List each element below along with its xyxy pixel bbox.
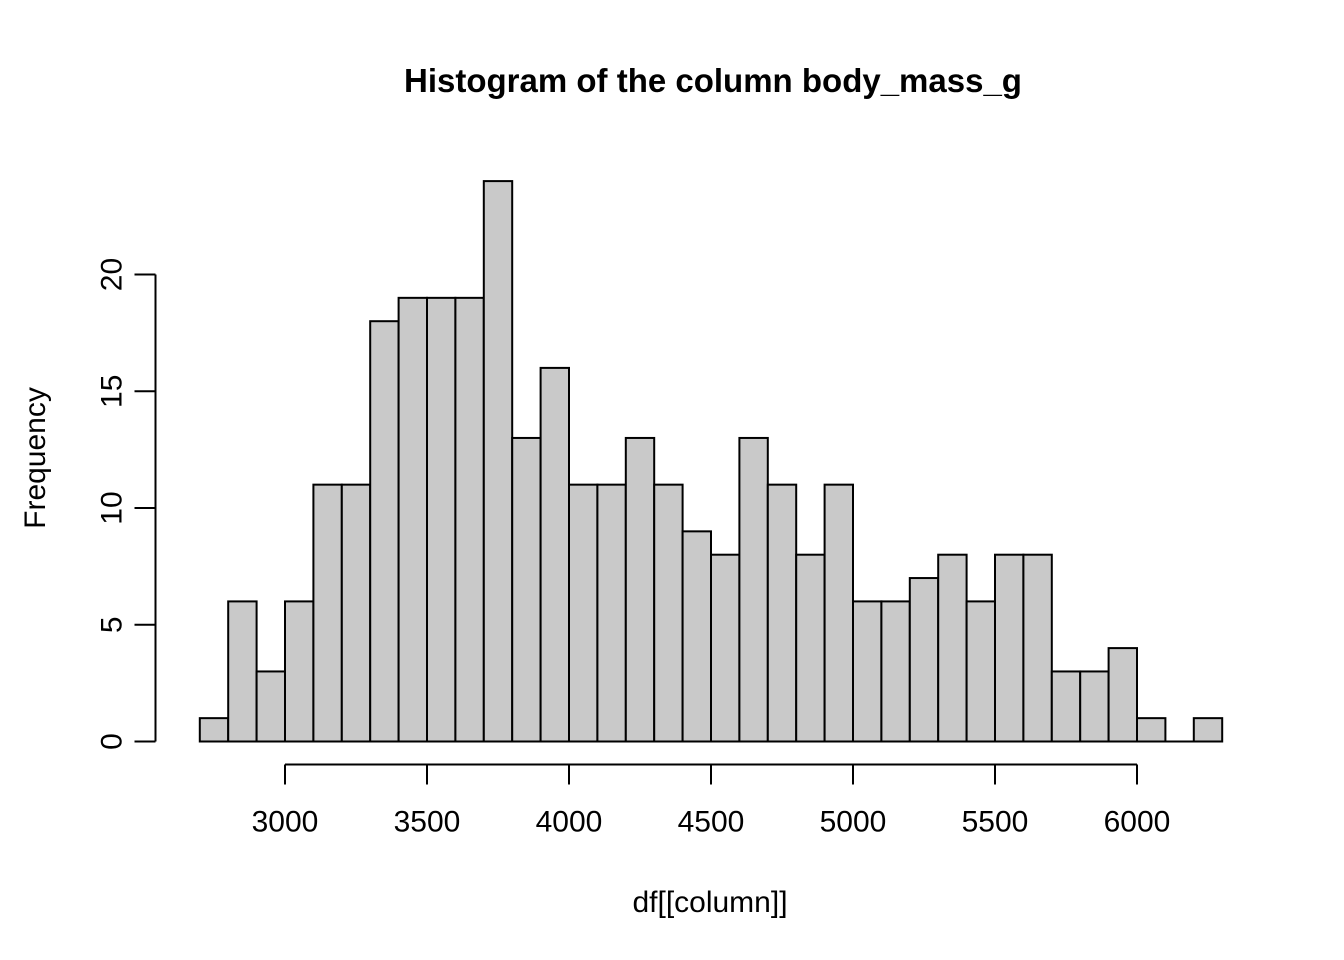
y-tick-label: 10 (96, 491, 129, 524)
y-tick-label: 0 (96, 733, 129, 750)
histogram-bar (1136, 717, 1167, 743)
histogram-bar (482, 180, 514, 743)
histogram-bar (852, 600, 883, 743)
histogram-bar (596, 483, 627, 743)
chart-title: Histogram of the column body_mass_g (404, 62, 1022, 99)
x-tick-label: 4500 (678, 806, 745, 839)
histogram-bar (766, 483, 798, 743)
y-tick-label: 5 (96, 616, 129, 633)
histogram-bar (369, 320, 400, 743)
histogram-bar (426, 296, 457, 743)
x-tick-label: 5000 (820, 806, 887, 839)
histogram-bar (284, 600, 315, 743)
histogram-bar (312, 483, 343, 743)
x-tick-label: 4000 (536, 806, 603, 839)
x-tick-label: 5500 (962, 806, 1029, 839)
histogram-bar (454, 296, 485, 743)
x-tick-label: 3500 (394, 806, 461, 839)
y-axis-label: Frequency (19, 387, 52, 529)
x-axis-label: df[[column]] (632, 886, 788, 919)
y-tick-label: 15 (96, 375, 129, 408)
histogram-bar (397, 296, 429, 743)
histogram-bar (340, 483, 372, 743)
x-tick-label: 6000 (1104, 806, 1171, 839)
histogram-bar (710, 553, 741, 743)
y-tick-label: 20 (96, 258, 129, 291)
histogram-bar (624, 436, 656, 743)
histogram-bar (880, 600, 911, 743)
histogram-bar (198, 717, 230, 743)
histogram-bar (937, 553, 968, 743)
histogram-bar (1079, 670, 1110, 743)
histogram-bar (795, 553, 826, 743)
histogram-bar (681, 530, 712, 743)
histogram-bar (823, 483, 854, 743)
histogram-bar (1022, 553, 1053, 743)
histogram-bar (568, 483, 599, 743)
histogram-bar (539, 366, 570, 743)
histogram-bar (994, 553, 1025, 743)
histogram-bar (1192, 717, 1224, 743)
histogram-bar (255, 670, 287, 743)
histogram-bar (1050, 670, 1082, 743)
histogram-bar (965, 600, 996, 743)
histogram-bar (738, 436, 769, 743)
histogram-bar (653, 483, 684, 743)
x-tick-label: 3000 (252, 806, 319, 839)
histogram-bar (1107, 647, 1138, 743)
histogram-bar (908, 577, 940, 743)
histogram-bar (227, 600, 258, 743)
histogram-bar (511, 436, 542, 743)
